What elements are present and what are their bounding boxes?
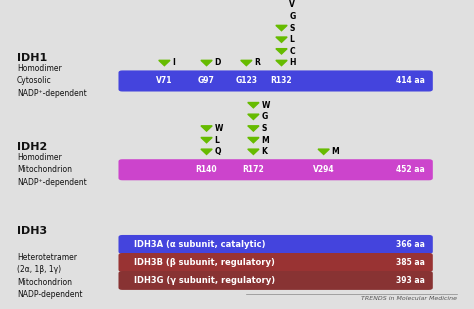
Text: R172: R172 [243,165,264,174]
Text: 366 aa: 366 aa [395,240,424,249]
Polygon shape [248,138,259,143]
Text: IDH3G (γ subunit, regulatory): IDH3G (γ subunit, regulatory) [134,276,275,285]
Polygon shape [248,114,259,120]
Text: W: W [261,101,270,110]
Polygon shape [276,14,287,19]
Polygon shape [276,49,287,54]
Polygon shape [201,149,212,154]
FancyBboxPatch shape [118,271,433,290]
Text: 452 aa: 452 aa [396,165,424,174]
Polygon shape [201,60,212,66]
Text: S: S [290,23,295,32]
FancyBboxPatch shape [118,235,433,254]
Text: H: H [290,58,296,67]
Text: C: C [290,47,295,56]
Text: V294: V294 [313,165,335,174]
Text: 414 aa: 414 aa [395,76,424,86]
Text: R132: R132 [271,76,292,86]
Text: S: S [261,124,267,133]
Polygon shape [159,60,170,66]
Text: Q: Q [215,147,221,156]
Text: L: L [215,136,219,145]
Polygon shape [201,138,212,143]
Polygon shape [276,60,287,66]
Text: L: L [290,35,294,44]
Polygon shape [248,149,259,154]
Text: Heterotetramer
(2α, 1β, 1γ)
Mitochondrion
NADP-dependent: Heterotetramer (2α, 1β, 1γ) Mitochondrio… [17,253,82,299]
Text: IDH3B (β subunit, regulatory): IDH3B (β subunit, regulatory) [134,258,275,267]
Text: G: G [261,112,268,121]
Text: 385 aa: 385 aa [395,258,424,267]
FancyBboxPatch shape [118,70,433,91]
Polygon shape [241,60,252,66]
Text: Homodimer
Mitochondrion
NADP⁺-dependent: Homodimer Mitochondrion NADP⁺-dependent [17,153,87,187]
Text: V71: V71 [156,76,173,86]
Text: IDH3A (α subunit, catalytic): IDH3A (α subunit, catalytic) [134,240,265,249]
Text: IDH1: IDH1 [17,53,47,63]
Text: R: R [255,58,260,67]
Text: M: M [261,136,269,145]
Text: R140: R140 [196,165,218,174]
Polygon shape [318,149,329,154]
Text: Homodimer
Cytosolic
NADP⁺-dependent: Homodimer Cytosolic NADP⁺-dependent [17,64,87,98]
Polygon shape [276,37,287,42]
Text: IDH3: IDH3 [17,226,47,236]
Polygon shape [276,25,287,31]
Text: G123: G123 [236,76,257,86]
Text: I: I [173,58,175,67]
Polygon shape [248,126,259,131]
Text: M: M [332,147,339,156]
Polygon shape [276,2,287,7]
Text: IDH2: IDH2 [17,142,47,152]
FancyBboxPatch shape [118,253,433,272]
Text: 393 aa: 393 aa [395,276,424,285]
Polygon shape [248,103,259,108]
Text: V: V [290,0,295,9]
Text: G: G [290,12,296,21]
Text: K: K [261,147,267,156]
Text: TRENDS in Molecular Medicine: TRENDS in Molecular Medicine [361,296,457,301]
FancyBboxPatch shape [118,159,433,180]
Text: G97: G97 [198,76,215,86]
Text: D: D [215,58,221,67]
Polygon shape [201,126,212,131]
Text: W: W [215,124,223,133]
